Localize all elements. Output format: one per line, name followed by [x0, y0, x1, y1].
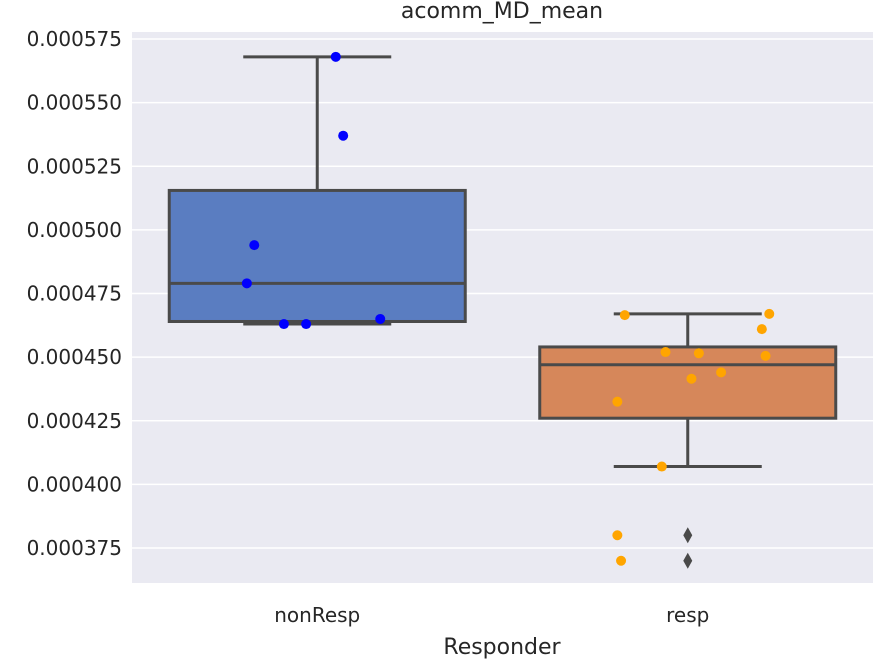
- data-point: [756, 324, 767, 335]
- strip-points-layer: [241, 51, 775, 566]
- data-point: [686, 373, 697, 384]
- y-tick-label: 0.000450: [27, 345, 122, 369]
- data-point: [716, 367, 727, 378]
- x-axis-title: Responder: [443, 635, 561, 660]
- y-tick-label: 0.000575: [27, 27, 122, 51]
- data-point: [241, 278, 252, 289]
- data-point: [612, 396, 623, 407]
- data-point: [338, 130, 349, 141]
- y-tick-labels: 0.000375 0.000400 0.000425 0.000450 0.000475…: [27, 27, 122, 560]
- data-point: [693, 348, 704, 359]
- y-tick-label: 0.000425: [27, 409, 122, 433]
- data-point: [656, 461, 667, 472]
- y-tick-label: 0.000375: [27, 536, 122, 560]
- boxes-layer: [167, 55, 838, 569]
- data-point: [616, 555, 627, 566]
- x-tick-label: nonResp: [274, 603, 360, 627]
- outlier-marker: [683, 552, 693, 569]
- x-tick-label: resp: [666, 603, 709, 627]
- data-point: [764, 308, 775, 319]
- chart-title: acomm_MD_mean: [401, 0, 603, 24]
- data-point: [278, 319, 289, 330]
- box-nonResp: [167, 188, 467, 323]
- data-point: [612, 530, 623, 541]
- x-tick-labels: nonResp resp: [274, 603, 709, 627]
- data-point: [330, 51, 341, 62]
- data-point: [760, 350, 771, 361]
- y-tick-label: 0.000500: [27, 218, 122, 242]
- data-point: [301, 319, 312, 330]
- data-point: [249, 240, 260, 251]
- data-point: [375, 313, 386, 324]
- grid-lines: [132, 38, 873, 549]
- y-tick-label: 0.000525: [27, 154, 122, 178]
- data-point: [619, 310, 630, 321]
- y-tick-label: 0.000550: [27, 91, 122, 115]
- box-resp: [538, 345, 838, 420]
- y-tick-label: 0.000400: [27, 472, 122, 496]
- y-tick-label: 0.000475: [27, 282, 122, 306]
- data-point: [660, 347, 671, 358]
- outlier-marker: [683, 527, 693, 544]
